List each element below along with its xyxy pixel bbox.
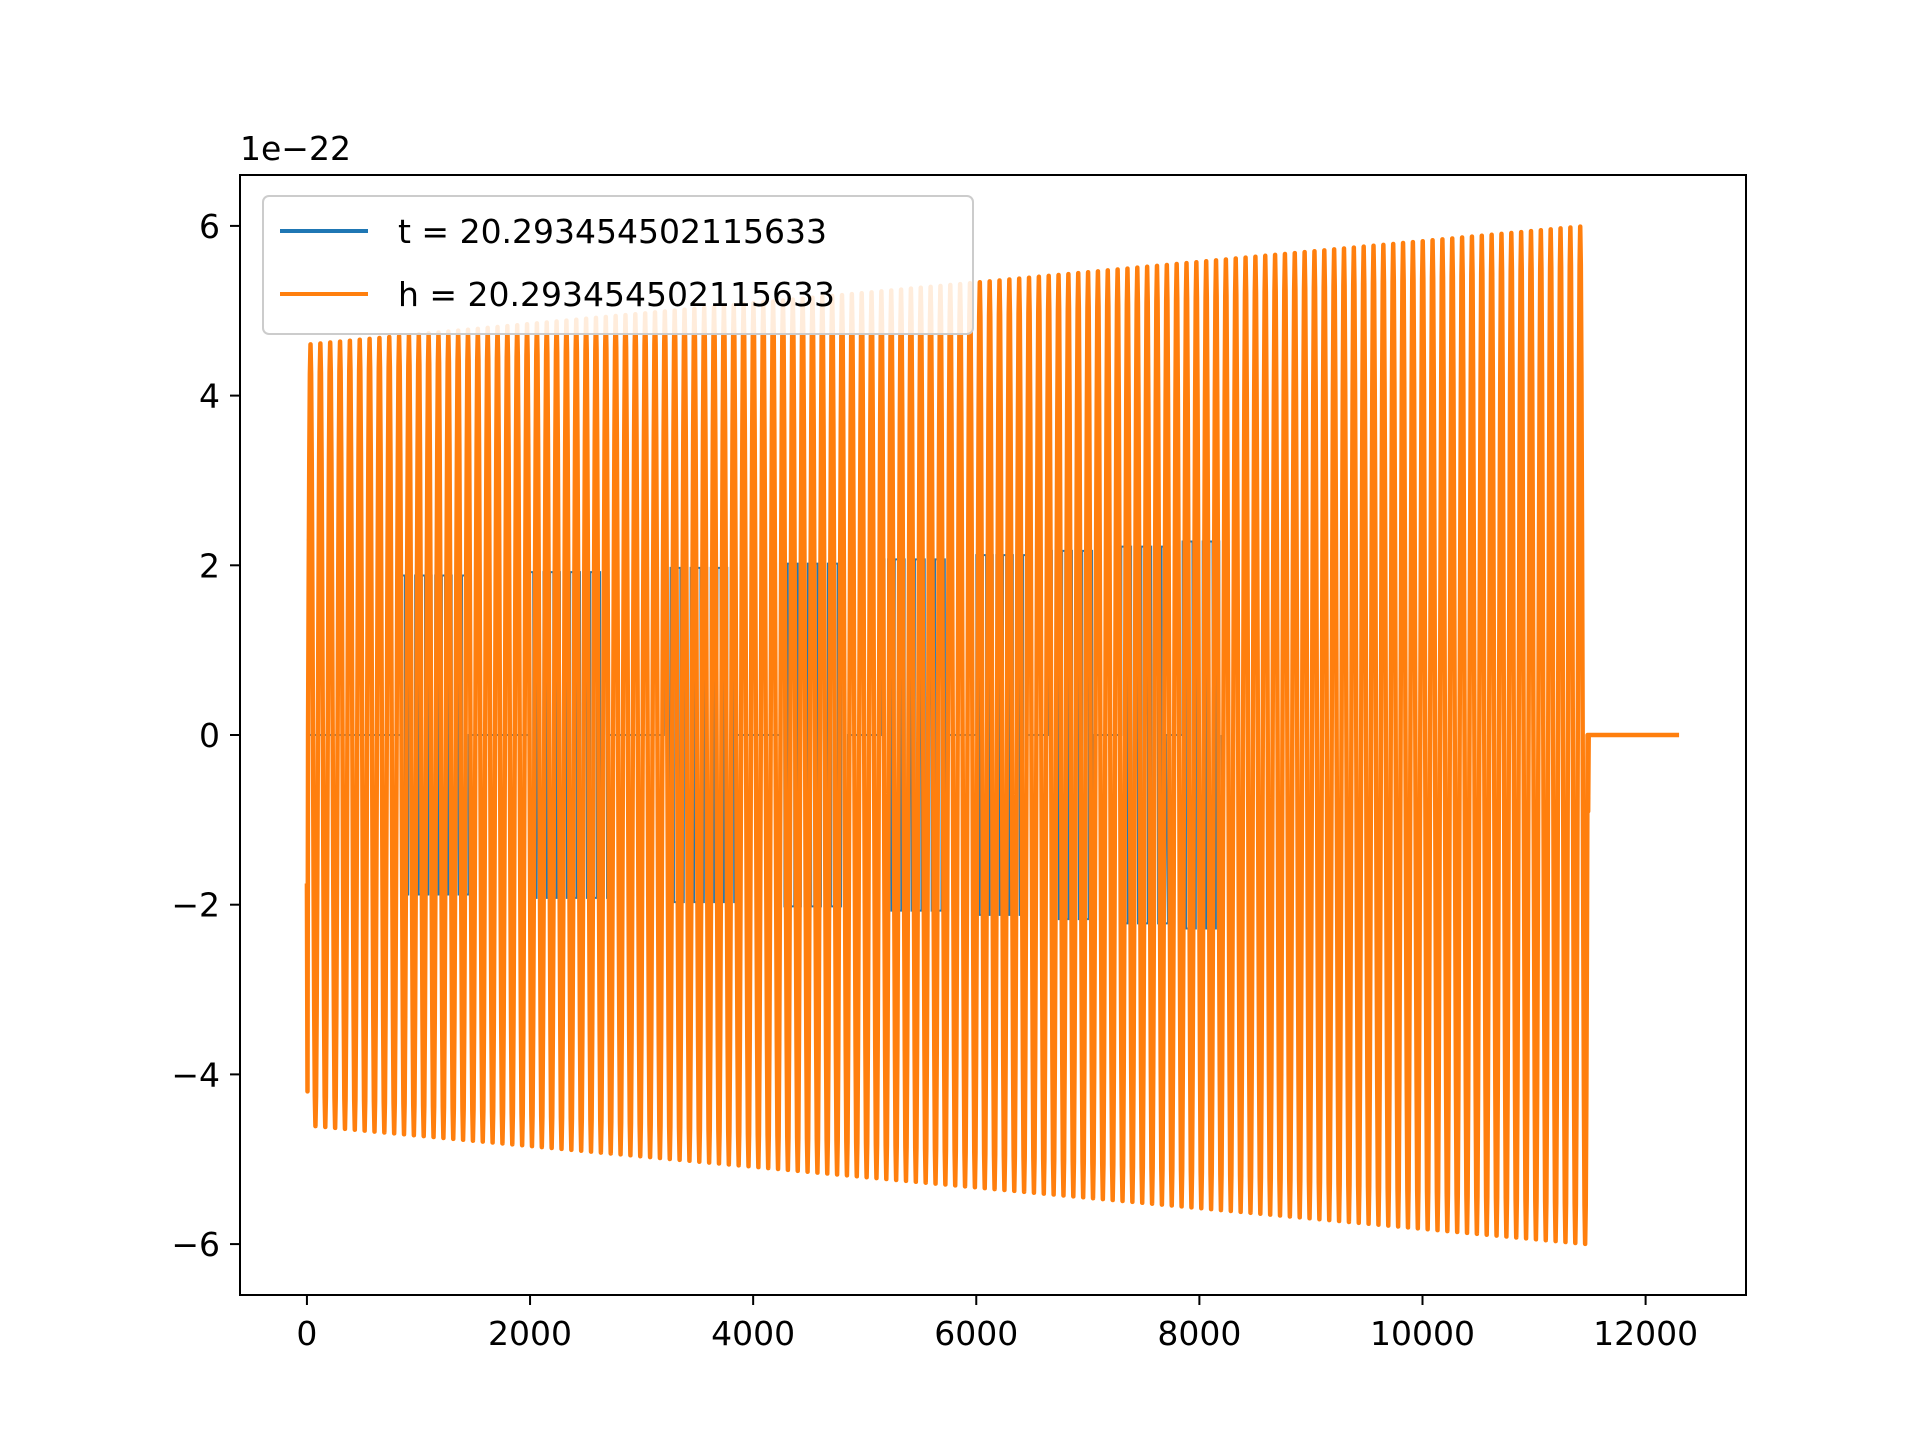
y-tick-label: −2	[171, 886, 220, 925]
y-tick-label: 6	[199, 207, 220, 246]
x-tick-label: 10000	[1370, 1314, 1475, 1353]
y-tick-label: 2	[199, 546, 220, 585]
legend: t = 20.293454502115633 h = 20.2934545021…	[262, 195, 974, 335]
y-offset-label: 1e−22	[240, 129, 351, 168]
series-layer	[304, 224, 1680, 1247]
y-tick-label: 4	[199, 377, 220, 416]
legend-box	[262, 195, 974, 335]
legend-label-series-1: t = 20.293454502115633	[398, 212, 827, 251]
x-tick-label: 8000	[1157, 1314, 1241, 1353]
legend-label-series-2: h = 20.293454502115633	[398, 275, 835, 314]
x-tick-label: 12000	[1593, 1314, 1698, 1353]
x-tick-label: 4000	[711, 1314, 795, 1353]
y-tick-label: 0	[199, 716, 220, 755]
y-axis: −6 −4 −2 0 2 4 6	[171, 207, 240, 1264]
series-line-h	[304, 224, 1680, 1247]
x-axis: 0 2000 4000 6000 8000 10000 12000	[296, 1295, 1698, 1353]
x-tick-label: 2000	[488, 1314, 572, 1353]
y-tick-label: −4	[171, 1055, 220, 1094]
x-tick-label: 6000	[934, 1314, 1018, 1353]
y-tick-label: −6	[171, 1225, 220, 1264]
x-tick-label: 0	[296, 1314, 317, 1353]
